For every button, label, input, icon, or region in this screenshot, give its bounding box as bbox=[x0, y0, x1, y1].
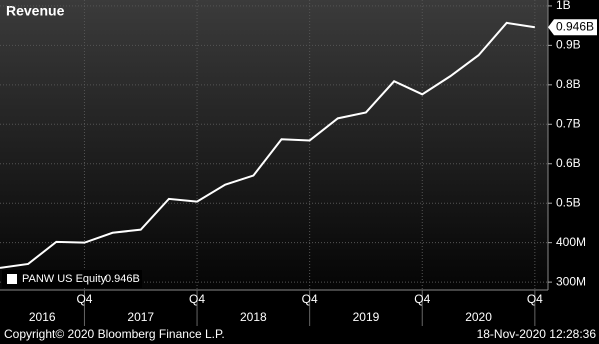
chart-title: Revenue bbox=[6, 3, 65, 19]
x-tick-label: Q4 bbox=[527, 292, 543, 306]
year-label: 2018 bbox=[240, 310, 267, 324]
y-tick-label: 0.8B bbox=[556, 77, 581, 91]
last-value-label: 0.946B bbox=[556, 19, 594, 33]
year-label: 2019 bbox=[353, 310, 380, 324]
x-tick-label: Q4 bbox=[189, 292, 205, 306]
year-label: 2017 bbox=[127, 310, 154, 324]
legend-box bbox=[2, 270, 142, 288]
y-tick-label: 0.7B bbox=[556, 116, 581, 130]
legend-label: PANW US Equity bbox=[22, 273, 107, 285]
copyright: Copyright© 2020 Bloomberg Finance L.P. bbox=[4, 327, 225, 341]
y-tick-label: 0.6B bbox=[556, 156, 581, 170]
y-tick-label: 300M bbox=[556, 274, 586, 288]
x-tick-label: Q4 bbox=[414, 292, 430, 306]
year-label: 2020 bbox=[465, 310, 492, 324]
last-value-box bbox=[548, 19, 597, 36]
legend-value: 0.946B bbox=[105, 273, 140, 285]
timestamp: 18-Nov-2020 12:28:36 bbox=[477, 327, 597, 341]
y-tick-label: 1B bbox=[556, 0, 571, 12]
year-label: 2016 bbox=[29, 310, 56, 324]
legend-swatch bbox=[7, 274, 17, 284]
y-tick-label: 0.9B bbox=[556, 38, 581, 52]
y-tick-label: 0.5B bbox=[556, 195, 581, 209]
plot-background bbox=[0, 0, 548, 290]
series-line bbox=[0, 21, 536, 269]
x-tick-label: Q4 bbox=[76, 292, 92, 306]
x-tick-label: Q4 bbox=[302, 292, 318, 306]
y-tick-label: 400M bbox=[556, 235, 586, 249]
